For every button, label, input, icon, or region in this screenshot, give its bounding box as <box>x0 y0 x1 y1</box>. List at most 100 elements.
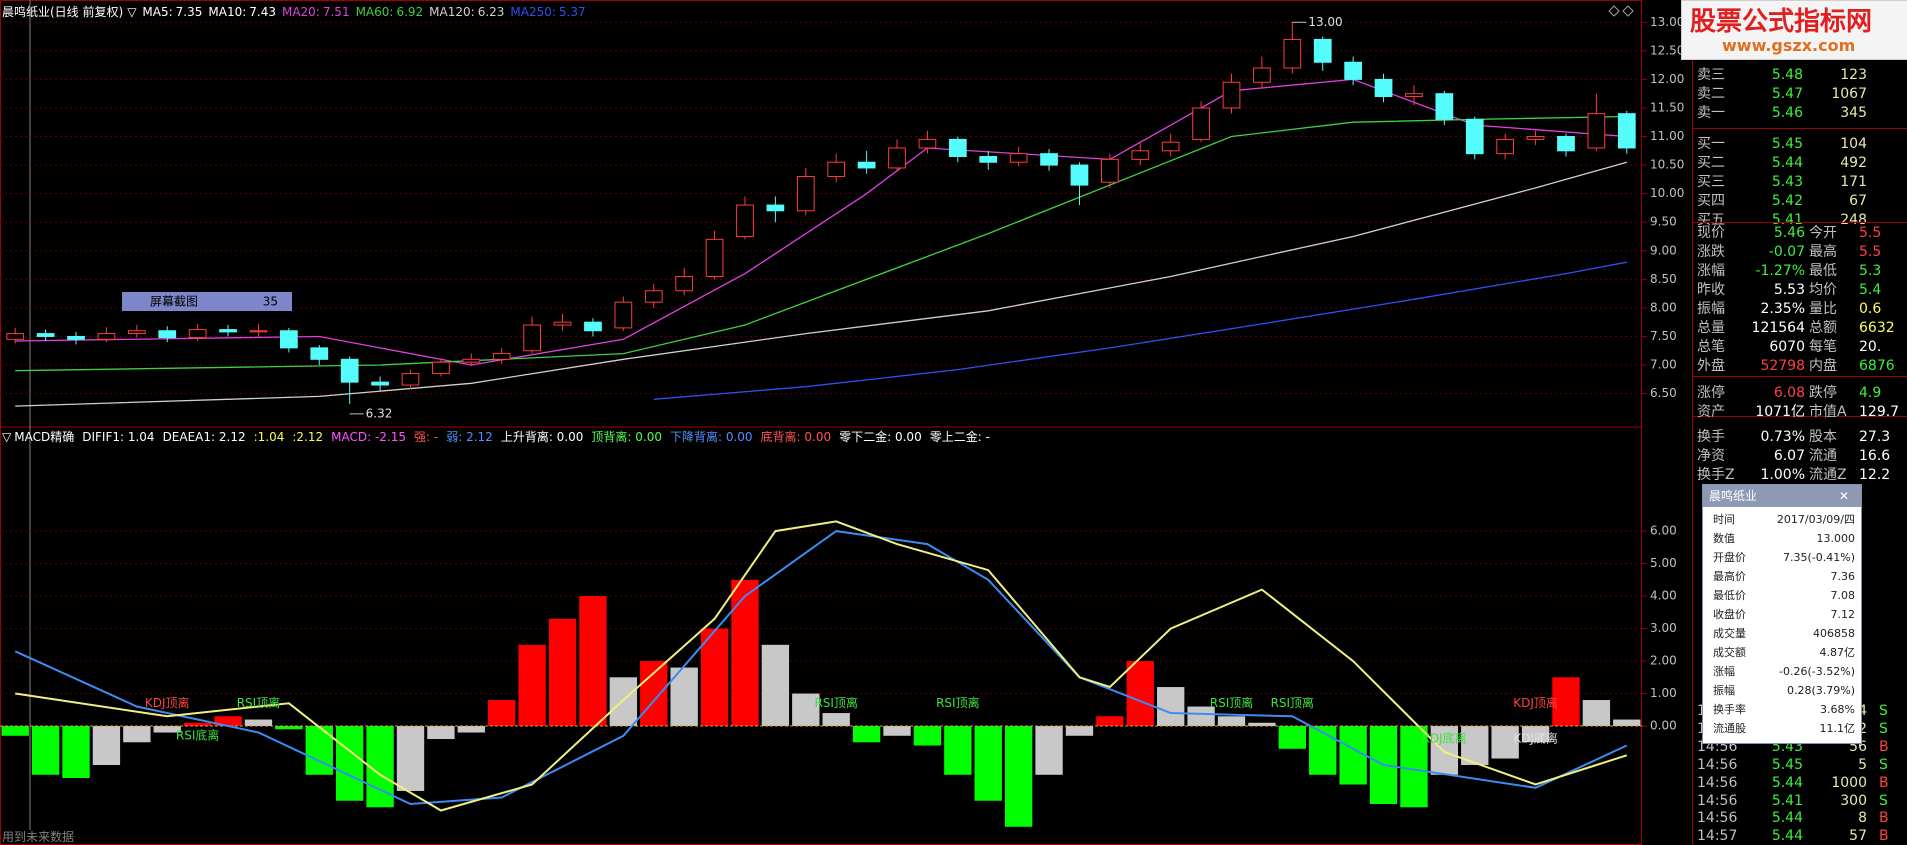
macd-bar <box>913 726 942 746</box>
candle-body <box>948 138 967 158</box>
stat-label: 每笔 <box>1809 339 1837 355</box>
macd-bar <box>518 644 546 727</box>
stat-label: 总额 <box>1809 320 1837 336</box>
stat-label: 跌停 <box>1809 385 1837 401</box>
macd-bar <box>123 726 151 743</box>
ma-line <box>15 161 1627 407</box>
popup: 晨鸣纸业 ✕ 时间 2017/03/09/四 数值 13.000 开盘价 7.35(-0.41… <box>1702 484 1862 744</box>
stat-label: 内盘 <box>1809 358 1837 374</box>
popup-value: -0.26(-3.52%) <box>1779 665 1855 678</box>
stat-value: 27.3 <box>1859 429 1891 445</box>
macd-bar <box>1521 726 1550 743</box>
candle-body <box>827 161 846 178</box>
candle-body <box>1405 93 1423 98</box>
candle-body <box>1040 153 1058 166</box>
book-price: 5.41 <box>1771 212 1803 228</box>
book-volume: 104 <box>1840 136 1867 152</box>
stat-value: 6070 <box>1769 339 1805 355</box>
legend-name: MA120: <box>429 5 475 19</box>
book-price: 5.48 <box>1771 67 1803 83</box>
stat-label: 流通Z <box>1809 467 1847 483</box>
candle-body <box>340 358 359 383</box>
stat-value: 1071亿 <box>1755 404 1805 420</box>
macd-bar <box>31 726 60 775</box>
y-tick-label: 12.50 <box>1650 43 1684 57</box>
popup-title: 晨鸣纸业 <box>1709 489 1758 503</box>
candle-body <box>584 321 602 332</box>
candle-body <box>888 147 906 169</box>
quote-panel: 股票公式指标网 www.gszx.com 卖三 5.48 123 卖二 5.47 1067 卖一… <box>1681 0 1907 845</box>
stat-value: 5.53 <box>1773 282 1805 298</box>
macd-bar <box>1248 722 1276 727</box>
popup-value: 0.28(3.79%) <box>1786 684 1855 697</box>
trade-side: B <box>1879 774 1889 791</box>
candle-body <box>310 347 329 360</box>
stat-value: 2.35% <box>1760 301 1805 317</box>
y-tick-label: 10.00 <box>1650 186 1684 200</box>
macd-bar <box>579 596 607 727</box>
y-tick-label: 5.00 <box>1650 556 1677 570</box>
popup-close[interactable]: ✕ <box>1839 489 1850 503</box>
stat-label: 量比 <box>1809 301 1837 317</box>
book-volume: 248 <box>1840 212 1867 228</box>
popup-label: 成交额 <box>1713 646 1746 659</box>
popup-value: 7.12 <box>1830 608 1856 621</box>
book-label: 卖三 <box>1697 67 1725 83</box>
popup-value: 13.000 <box>1816 532 1856 545</box>
trade-volume: 8 <box>1858 810 1867 827</box>
candle-body <box>705 238 724 277</box>
trade-volume: 5 <box>1858 756 1867 773</box>
popup-value: 11.1亿 <box>1819 722 1856 735</box>
y-tick-label: 7.00 <box>1650 358 1677 372</box>
candle-body <box>6 333 25 340</box>
book-label: 卖二 <box>1697 86 1725 102</box>
legend-name: MA250: <box>510 5 556 19</box>
trade-side: B <box>1879 738 1889 755</box>
book-label: 买三 <box>1697 174 1725 190</box>
candle-body <box>553 321 572 326</box>
overlay-box <box>122 292 292 311</box>
legend-name: MA20: <box>282 5 320 19</box>
macd-bar <box>396 726 425 792</box>
candle-body <box>432 361 450 375</box>
popup-value: 3.68% <box>1820 703 1855 716</box>
y-tick-label: 9.00 <box>1650 243 1677 257</box>
stat-label: 昨收 <box>1697 282 1725 298</box>
trade-time: 14:56 <box>1697 810 1738 827</box>
legend-item: 零下二金: 0.00 <box>839 429 922 444</box>
candle-body <box>280 330 298 349</box>
macd-bar <box>336 726 364 801</box>
stat-value: 0.6 <box>1859 301 1882 317</box>
stat-value: 1.00% <box>1760 467 1805 483</box>
macd-bar <box>1309 726 1337 775</box>
stat-value: 5.46 <box>1773 225 1805 241</box>
signal-label: RSI顶离 <box>1210 695 1254 710</box>
trade-volume: 57 <box>1849 828 1867 845</box>
y-tick-label: 13.00 <box>1650 15 1684 29</box>
book-price: 5.43 <box>1771 174 1803 190</box>
stat-label: 资产 <box>1697 404 1725 420</box>
popup-value: 7.08 <box>1830 589 1856 602</box>
marker: ▽ <box>2 430 12 444</box>
candle-body <box>1192 107 1210 140</box>
legend-item: 弱: 2.12 <box>446 430 493 444</box>
book-price: 5.45 <box>1771 136 1803 152</box>
book-label: 买二 <box>1697 155 1725 171</box>
macd-bar <box>700 628 729 727</box>
macd-bar <box>1157 687 1185 727</box>
trade-time: 14:56 <box>1697 792 1738 809</box>
legend-value: 6.23 <box>478 5 505 19</box>
y-tick-label: 12.00 <box>1650 72 1684 86</box>
macd-bar <box>457 726 485 733</box>
trade-time: 14:56 <box>1697 774 1738 791</box>
legend-item: 底背离: 0.00 <box>761 429 832 444</box>
legend-name: MA10: <box>208 5 246 19</box>
macd-bar <box>1096 716 1124 727</box>
y-tick-label: 4.00 <box>1650 589 1677 603</box>
stat-value: 6.08 <box>1773 385 1805 401</box>
y-tick-label: 6.50 <box>1650 386 1677 400</box>
popup-label: 最高价 <box>1713 570 1746 583</box>
candle-body <box>1009 153 1028 163</box>
low-label: 6.32 <box>366 406 393 420</box>
marker: ▽ <box>127 5 137 19</box>
